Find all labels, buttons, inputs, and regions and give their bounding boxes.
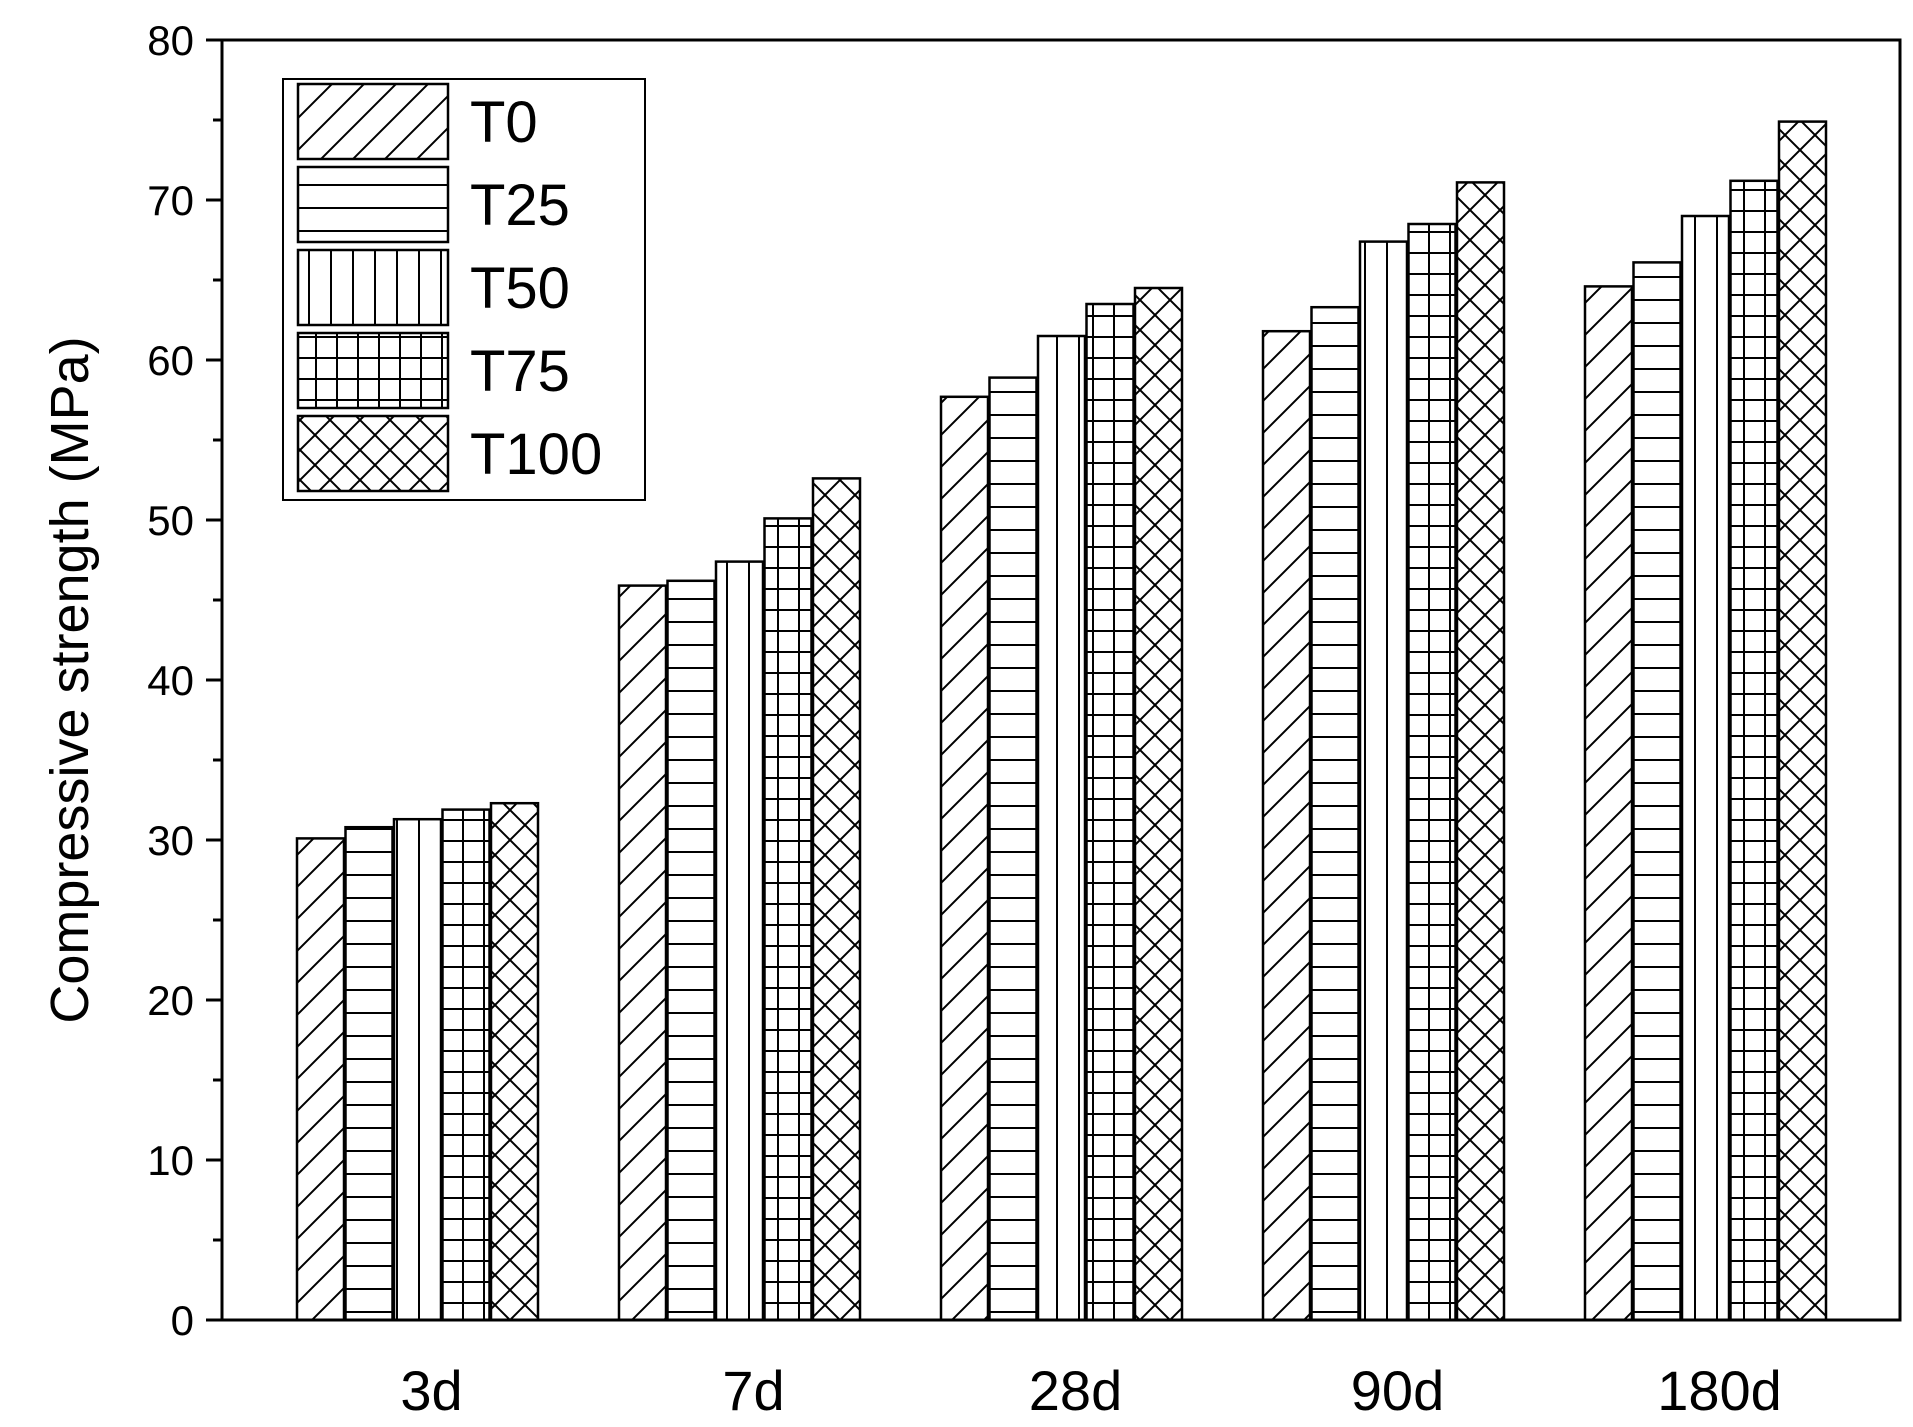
bar-t0-7d [617,584,668,1322]
legend-swatch-t75 [296,331,450,410]
y-tick-label: 30 [147,817,194,864]
legend: T0 T25 T50 T75 T100 [282,78,646,501]
y-tick-label: 40 [147,657,194,704]
bar-t100-28d [1133,286,1184,1322]
bar-t100-7d [811,477,862,1322]
legend-label-t50: T50 [470,256,570,321]
bar-t50-3d [392,817,443,1322]
legend-swatch-t0 [296,82,450,161]
plot-frame [220,38,1902,1322]
bar-t75-3d [441,808,491,1322]
bar-t100-3d [489,801,540,1322]
bar-t50-28d [1036,334,1087,1322]
y-axis-tick-labels: 0 10 20 30 40 50 60 70 80 [147,17,194,1344]
bar-t100-180d [1777,120,1828,1322]
bar-t25-7d [666,579,716,1322]
bar-t0-180d [1583,285,1634,1322]
y-axis-ticks [206,38,222,1322]
legend-swatch-t100 [296,414,450,493]
bar-t50-7d [714,560,765,1322]
bar-t75-28d [1085,302,1135,1322]
bar-t75-180d [1729,179,1779,1322]
y-tick-label: 20 [147,977,194,1024]
bar-t50-180d [1680,214,1731,1322]
y-tick-label: 0 [171,1297,194,1344]
bar-t0-28d [939,395,990,1322]
y-axis-title: Compressive strength (MPa) [40,336,100,1023]
x-category-label: 180d [1657,1359,1782,1422]
y-tick-label: 80 [147,17,194,64]
y-tick-label: 50 [147,497,194,544]
legend-label-t25: T25 [470,173,570,238]
legend-swatch-t50 [296,248,450,327]
y-tick-label: 60 [147,337,194,384]
legend-label-t0: T0 [470,90,538,155]
y-tick-label: 70 [147,177,194,224]
bar-t75-7d [763,517,813,1322]
legend-label-t75: T75 [470,339,570,404]
x-category-label: 28d [1029,1359,1122,1422]
legend-swatch-t25 [296,165,450,244]
bar-series [295,120,1828,1322]
bar-t25-3d [344,825,394,1322]
bar-t50-90d [1358,240,1409,1322]
bar-t25-28d [988,376,1038,1322]
x-axis-category-labels: 3d 7d 28d 90d 180d [400,1359,1781,1422]
bar-t0-3d [295,837,346,1322]
bar-t0-90d [1261,329,1312,1322]
bar-t25-180d [1632,261,1682,1322]
x-category-label: 7d [722,1359,784,1422]
bar-t25-90d [1310,305,1360,1322]
bar-t100-90d [1455,181,1506,1322]
legend-label-t100: T100 [470,422,602,487]
x-category-label: 90d [1351,1359,1444,1422]
bar-t75-90d [1407,222,1457,1322]
y-tick-label: 10 [147,1137,194,1184]
x-category-label: 3d [400,1359,462,1422]
